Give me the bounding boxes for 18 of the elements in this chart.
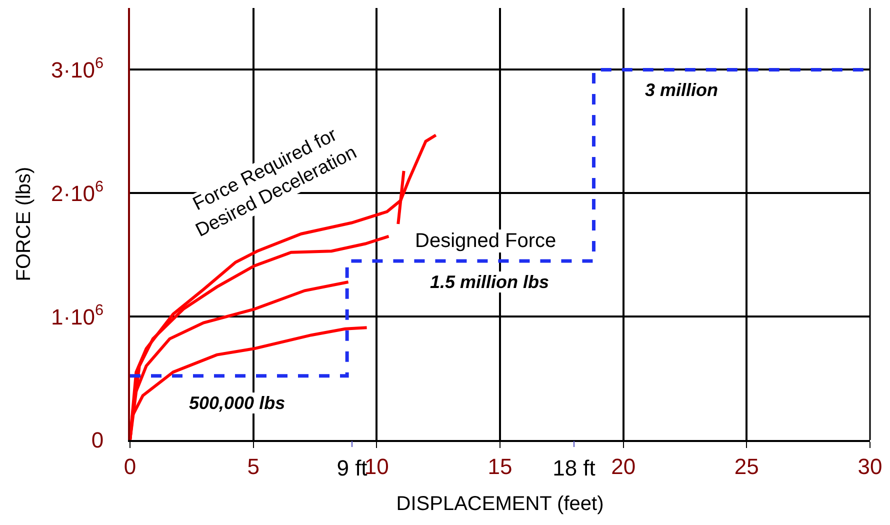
annotation: 1.5 million lbs <box>430 272 550 292</box>
y-axis-title: FORCE (lbs) <box>12 166 35 282</box>
y-tick-label: 2·10$^{6}$ <box>50 178 104 206</box>
x-tick-label: 15 <box>488 454 512 480</box>
x2-tick-label: 18 ft <box>552 455 596 480</box>
x-tick-label: 20 <box>611 454 636 480</box>
y-tick-label: 3·10$^{6}$ <box>50 55 104 82</box>
y-tick-label: 0 <box>91 428 104 453</box>
x-tick-label: 0 <box>124 454 136 480</box>
annotation: Designed Force <box>415 230 556 252</box>
annotation: 500,000 lbs <box>189 393 286 413</box>
x-axis-title: DISPLACEMENT (feet) <box>396 493 604 516</box>
x-tick-label: 5 <box>247 454 260 480</box>
x-tick-label: 25 <box>734 454 759 480</box>
y-tick-label: 1·10$^{6}$ <box>50 302 104 330</box>
x-tick-label: 30 <box>858 454 882 480</box>
annotation: 3 million <box>645 80 718 100</box>
x2-tick-label: 9 ft <box>336 455 368 480</box>
